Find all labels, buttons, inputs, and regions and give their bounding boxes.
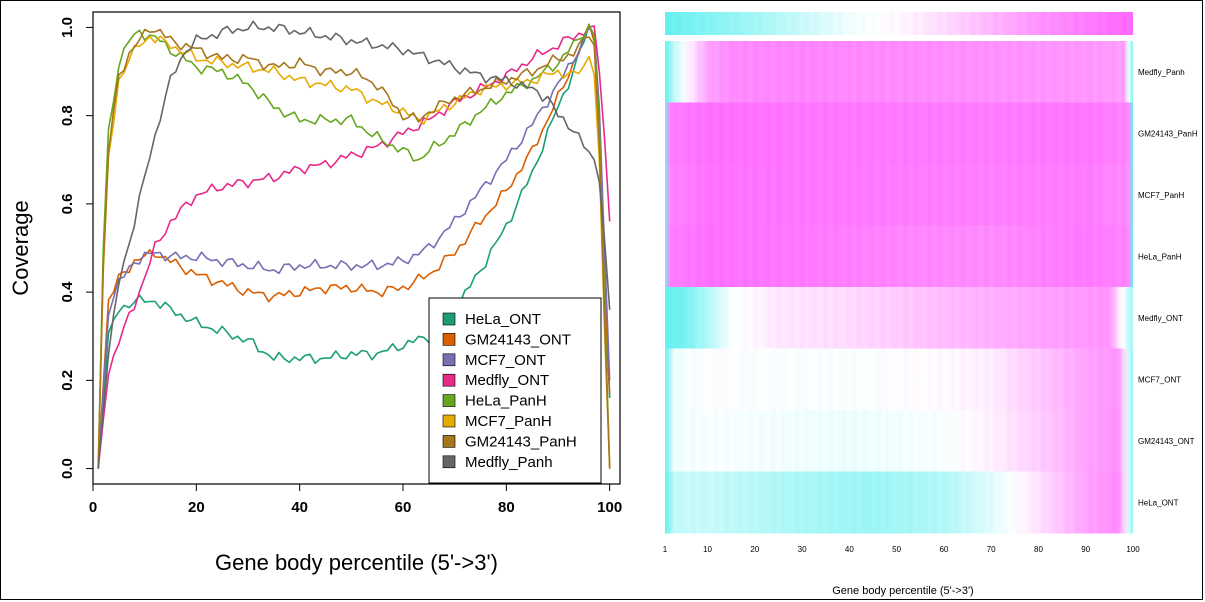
- legend-swatch: [442, 333, 456, 346]
- heatmap-panel: Medfly_Panh GM24143_PanH MCF7_PanH HeLa_Pan…: [663, 12, 1198, 597]
- line-chart-y-axis: 0.0 0.2 0.4 0.6 0.8 1.0: [59, 17, 93, 479]
- legend-swatch: [442, 414, 456, 428]
- heatmap-row-label: MCF7_PanH: [1138, 191, 1184, 200]
- line-chart-x-axis: 0 20 40 60 80 100: [89, 484, 622, 516]
- heatmap-row: [665, 287, 1133, 349]
- heatmap-row-label: Medfly_Panh: [1138, 68, 1185, 77]
- heatmap-row-label: Medfly_ONT: [1138, 314, 1183, 323]
- heatmap-row-label: GM24143_PanH: [1138, 129, 1198, 138]
- line-chart-panel: 0 20 40 60 80 100 0.0 0.2 0.4 0.6 0.8 1.0 Gene bod…: [8, 11, 622, 575]
- x-tick-label: 60: [395, 499, 412, 516]
- heatmap-row: [665, 102, 1133, 165]
- line-chart-series: [97, 20, 611, 469]
- series-line: [97, 28, 611, 469]
- heatmap-x-tick-label: 30: [798, 545, 807, 554]
- heatmap-row-label: MCF7_ONT: [1138, 375, 1181, 384]
- heatmap-x-label: Gene body percentile (5'->3'): [832, 585, 973, 597]
- heatmap-x-tick-label: 40: [845, 545, 854, 554]
- heatmap-x-tick-label: 90: [1081, 545, 1090, 554]
- heatmap-x-tick-label: 50: [892, 545, 901, 554]
- x-tick-label: 100: [597, 499, 622, 516]
- line-chart-legend: HeLa_ONT GM24143_ONT MCF7_ONT Medfly_ONT HeL…: [428, 297, 602, 484]
- legend-entry: GM24143_ONT: [465, 331, 571, 348]
- series-line: [97, 20, 611, 469]
- heatmap-x-tick-label: 80: [1034, 545, 1043, 554]
- legend-entry: HeLa_PanH: [465, 393, 547, 410]
- legend-swatch: [442, 312, 456, 326]
- heatmap-rows: [665, 41, 1133, 534]
- color-bar-strip: [665, 12, 1133, 35]
- heatmap-x-tick-label: 60: [939, 545, 948, 554]
- y-tick-label: 0.2: [59, 370, 76, 391]
- legend-entry: Medfly_Panh: [465, 454, 553, 471]
- legend-swatch: [442, 455, 456, 469]
- heatmap-row-label: HeLa_ONT: [1138, 498, 1179, 507]
- series-line: [97, 27, 611, 469]
- heatmap-row-label: GM24143_ONT: [1138, 437, 1195, 446]
- heatmap-row: [665, 225, 1133, 288]
- legend-swatch: [442, 394, 456, 407]
- y-tick-label: 0.6: [59, 193, 76, 214]
- legend-entry: MCF7_PanH: [465, 413, 552, 430]
- y-tick-label: 0.4: [59, 281, 76, 303]
- legend-box: [428, 297, 602, 484]
- heatmap-row: [665, 410, 1133, 472]
- y-tick-label: 1.0: [59, 17, 76, 38]
- line-chart-y-label: Coverage: [8, 200, 33, 295]
- heatmap-x-tick-label: 100: [1126, 545, 1140, 554]
- legend-swatch: [442, 435, 456, 448]
- legend-entry: MCF7_ONT: [465, 352, 546, 369]
- x-tick-label: 40: [291, 499, 308, 516]
- y-tick-label: 0.0: [59, 458, 76, 479]
- legend-swatch: [442, 373, 456, 387]
- series-line: [97, 35, 611, 469]
- legend-entry: HeLa_ONT: [465, 311, 541, 328]
- line-chart-x-label: Gene body percentile (5'->3'): [215, 550, 498, 575]
- series-line: [97, 23, 611, 469]
- heatmap-row: [665, 164, 1133, 226]
- heatmap-row: [665, 41, 1133, 103]
- heatmap-x-tick-label: 10: [703, 545, 712, 554]
- legend-entry: GM24143_PanH: [465, 433, 577, 450]
- series-line: [97, 25, 611, 469]
- heatmap-row: [665, 471, 1133, 534]
- y-tick-label: 0.8: [59, 105, 76, 126]
- legend-swatch: [442, 353, 456, 367]
- heatmap-row-label: HeLa_PanH: [1138, 252, 1182, 261]
- x-tick-label: 0: [89, 499, 97, 516]
- heatmap-x-tick-label: 20: [750, 545, 759, 554]
- series-line: [97, 25, 611, 469]
- heatmap-x-tick-label: 70: [987, 545, 996, 554]
- heatmap-x-tick-label: 1: [663, 545, 668, 554]
- x-tick-label: 20: [188, 499, 205, 516]
- heatmap-x-axis: 1 10 20 30 40 50 60 70 80 90 100: [663, 545, 1140, 554]
- x-tick-label: 80: [498, 499, 515, 516]
- heatmap-row-labels: Medfly_Panh GM24143_PanH MCF7_PanH HeLa_Pan…: [1138, 68, 1198, 508]
- heatmap-row: [665, 348, 1133, 411]
- legend-entry: Medfly_ONT: [465, 372, 549, 389]
- heatmap-color-bar: [665, 12, 1133, 35]
